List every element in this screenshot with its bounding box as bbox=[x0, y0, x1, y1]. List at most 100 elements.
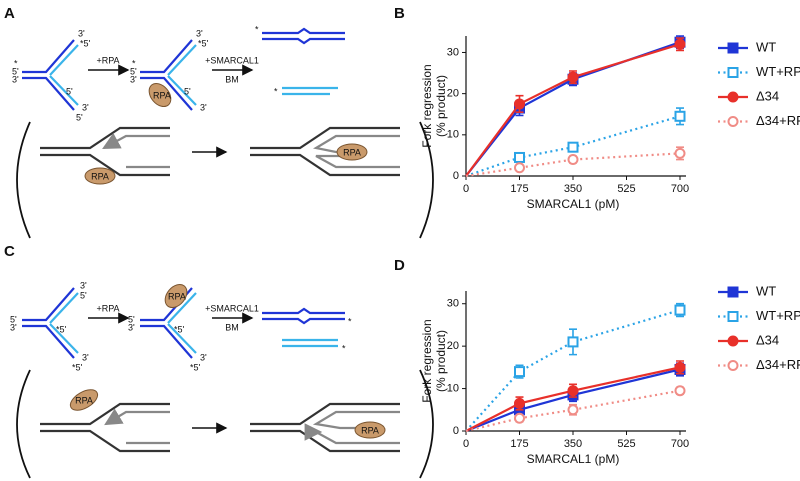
diagram-label: BM bbox=[225, 74, 239, 84]
marker bbox=[514, 98, 525, 110]
legend-marker bbox=[727, 286, 739, 298]
y-axis-label: (% product) bbox=[434, 330, 448, 392]
x-tick-label: 175 bbox=[510, 183, 528, 195]
diagram-label: 5' bbox=[80, 290, 87, 300]
diagram-label: 3' bbox=[78, 28, 85, 38]
marker bbox=[514, 151, 525, 163]
marker bbox=[514, 162, 525, 174]
y-tick-label: 20 bbox=[447, 88, 459, 100]
marker bbox=[674, 304, 686, 316]
series bbox=[465, 37, 686, 177]
panel-label: A bbox=[4, 5, 15, 22]
legend-label: WT+RPA bbox=[756, 308, 800, 323]
legend-marker bbox=[727, 91, 739, 103]
marker bbox=[567, 141, 579, 153]
legend-marker bbox=[727, 67, 739, 78]
y-tick-label: 30 bbox=[447, 298, 459, 310]
x-tick-label: 0 bbox=[463, 183, 469, 195]
y-tick-label: 20 bbox=[447, 340, 459, 352]
panel-label: B bbox=[394, 5, 405, 22]
diagram-label: BM bbox=[225, 322, 239, 332]
marker bbox=[567, 71, 579, 83]
y-axis-label: Fork regression bbox=[420, 64, 434, 147]
diagram-label: 3' bbox=[82, 102, 89, 112]
marker bbox=[674, 361, 686, 373]
diagram-label: 5' bbox=[12, 66, 19, 76]
marker bbox=[674, 147, 686, 159]
schematic bbox=[16, 121, 434, 239]
fork bbox=[22, 27, 345, 111]
line bbox=[465, 366, 681, 432]
y-tick-label: 10 bbox=[447, 129, 459, 141]
diagram-label: 5' bbox=[128, 314, 135, 324]
legend-label: WT bbox=[756, 283, 776, 298]
diagram-label: 3' bbox=[128, 322, 135, 332]
diagram-c: C RPA 5' 3' 3' 5' *5' 3' *5' +RPA 5' 3' … bbox=[4, 243, 434, 479]
y-tick-label: 0 bbox=[453, 170, 459, 182]
y-tick-label: 10 bbox=[447, 382, 459, 394]
diagram-label: * bbox=[255, 24, 259, 34]
diagram-label: +SMARCAL1 bbox=[205, 303, 259, 313]
diagram-label: 3' bbox=[196, 28, 203, 38]
marker bbox=[514, 412, 525, 424]
x-tick-label: 0 bbox=[463, 438, 469, 450]
x-tick-label: 525 bbox=[617, 438, 635, 450]
series bbox=[465, 302, 686, 432]
diagram-label: RPA bbox=[168, 291, 186, 301]
marker bbox=[674, 110, 686, 122]
legend-marker bbox=[727, 360, 739, 371]
diagram-label: RPA bbox=[153, 90, 171, 100]
x-tick-label: 350 bbox=[564, 183, 582, 195]
diagram-label: RPA bbox=[75, 395, 93, 405]
legend-label: Δ34+RPA bbox=[756, 113, 800, 128]
legend-label: Δ34+RPA bbox=[756, 357, 800, 372]
legend-label: Δ34 bbox=[756, 88, 779, 103]
x-tick-label: 525 bbox=[617, 183, 635, 195]
series bbox=[465, 146, 686, 178]
diagram-label: * bbox=[342, 343, 346, 353]
diagram-label: RPA bbox=[91, 171, 109, 181]
series bbox=[465, 107, 686, 178]
diagram-label: 5' bbox=[10, 314, 17, 324]
diagram-label: * bbox=[348, 316, 352, 326]
diagram-label: *5' bbox=[198, 38, 209, 48]
marker bbox=[567, 385, 579, 397]
x-tick-label: 175 bbox=[510, 438, 528, 450]
diagram-label: * bbox=[274, 86, 278, 96]
series bbox=[465, 385, 686, 433]
diagram-label: +RPA bbox=[96, 303, 119, 313]
diagram-label: +RPA bbox=[96, 55, 119, 65]
diagram-label: 3' bbox=[200, 102, 207, 112]
diagram-label: * bbox=[14, 58, 18, 68]
marker bbox=[674, 38, 686, 50]
y-axis-label: (% product) bbox=[434, 75, 448, 137]
marker bbox=[514, 366, 525, 378]
diagram-label: *5' bbox=[56, 324, 67, 334]
panel-label: D bbox=[394, 257, 405, 274]
diagram-label: +SMARCAL1 bbox=[205, 55, 259, 65]
line bbox=[465, 115, 681, 178]
diagram-label: *5' bbox=[72, 362, 83, 372]
diagram-label: 3' bbox=[200, 352, 207, 362]
x-axis-label: SMARCAL1 (pM) bbox=[527, 452, 620, 466]
diagram-label: *5' bbox=[190, 362, 201, 372]
diagram-a: A RPA * 5' 3' 3' *5' 5' 3' 5' +RPA * 5' … bbox=[4, 5, 434, 239]
diagram-label: RPA bbox=[361, 425, 379, 435]
diagram-label: * bbox=[132, 58, 136, 68]
legend-marker bbox=[727, 335, 739, 347]
marker bbox=[674, 385, 686, 397]
marker bbox=[567, 336, 579, 348]
y-tick-label: 0 bbox=[453, 425, 459, 437]
series bbox=[465, 360, 686, 432]
diagram-label: 3' bbox=[80, 280, 87, 290]
legend-marker bbox=[727, 116, 739, 127]
legend-label: Δ34 bbox=[756, 332, 779, 347]
y-tick-label: 30 bbox=[447, 46, 459, 58]
diagram-label: 5' bbox=[130, 66, 137, 76]
x-tick-label: 700 bbox=[671, 438, 689, 450]
line bbox=[465, 43, 681, 177]
diagram-label: 5' bbox=[76, 112, 83, 122]
legend-label: WT bbox=[756, 39, 776, 54]
marker bbox=[567, 154, 579, 166]
